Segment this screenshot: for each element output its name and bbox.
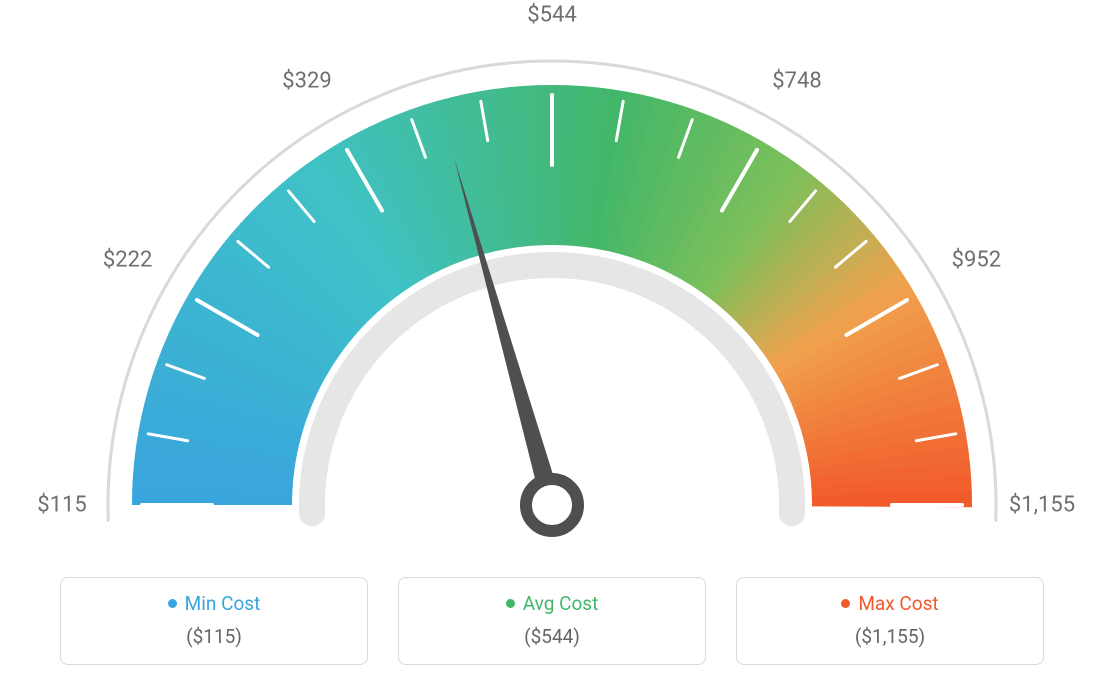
legend-value-avg: ($544) (409, 625, 695, 648)
gauge-tick-label: $748 (772, 68, 821, 93)
legend-label-avg: Avg Cost (523, 592, 599, 615)
gauge-tick-label: $1,155 (1009, 493, 1075, 518)
gauge-tick-label: $115 (37, 493, 86, 518)
gauge-tick-label: $544 (527, 3, 576, 28)
legend-label-min: Min Cost (185, 592, 261, 615)
legend-card-avg: Avg Cost ($544) (398, 577, 706, 665)
legend-title-max: Max Cost (841, 592, 938, 615)
gauge-tick-label: $329 (282, 68, 331, 93)
gauge-tick-label: $222 (103, 248, 152, 273)
legend-card-min: Min Cost ($115) (60, 577, 368, 665)
dot-icon (168, 599, 177, 608)
legend-value-min: ($115) (71, 625, 357, 648)
legend-title-avg: Avg Cost (506, 592, 599, 615)
gauge-tick-label: $952 (952, 248, 1001, 273)
legend-card-max: Max Cost ($1,155) (736, 577, 1044, 665)
legend-value-max: ($1,155) (747, 625, 1033, 648)
legend-row: Min Cost ($115) Avg Cost ($544) Max Cost… (0, 577, 1104, 665)
legend-title-min: Min Cost (168, 592, 261, 615)
dot-icon (506, 599, 515, 608)
dot-icon (841, 599, 850, 608)
gauge-svg (0, 0, 1104, 560)
gauge-chart: $115 $222 $329 $544 $748 $952 $1,155 (0, 0, 1104, 560)
legend-label-max: Max Cost (858, 592, 938, 615)
